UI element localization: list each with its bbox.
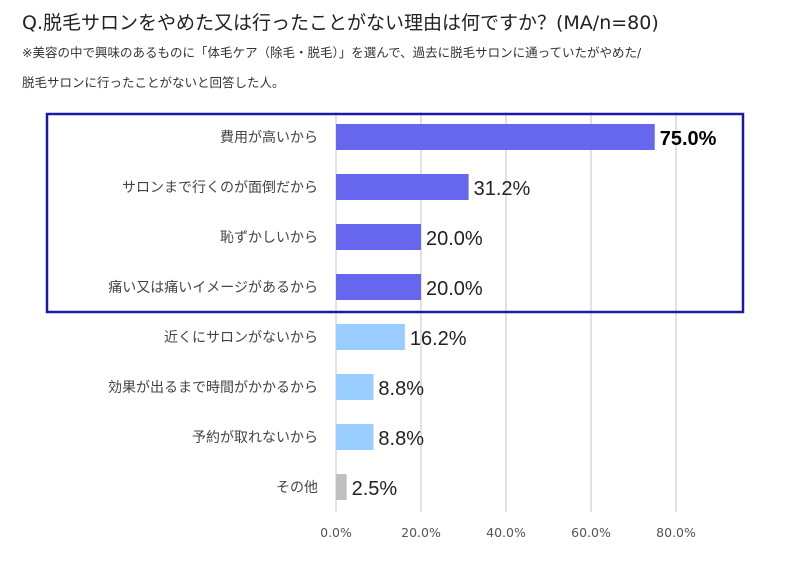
value-label: 2.5% [352,478,398,500]
x-tick-label: 20.0% [401,525,441,540]
x-tick-label: 60.0% [571,525,611,540]
value-label: 75.0% [660,128,717,150]
bar [336,274,421,300]
highlight-box [45,112,745,314]
bar [336,474,347,500]
category-label: 痛い又は痛いイメージがあるから [108,279,318,296]
value-label: 8.8% [378,428,424,450]
x-tick-label: 80.0% [656,525,696,540]
bar [336,424,374,450]
bar [336,324,405,350]
bar [336,174,469,200]
category-label: 費用が高いから [220,129,318,146]
category-label: 恥ずかしいから [220,230,318,246]
value-label: 16.2% [410,328,467,350]
value-label: 20.0% [426,228,483,250]
note-line-1: ※美容の中で興味のあるものに「体毛ケア（除毛・脱毛）」を選んで、過去に脱毛サロン… [22,45,642,60]
bar [336,224,421,250]
x-tick-label: 0.0% [320,525,352,540]
category-label: その他 [276,480,318,496]
note-line-2: 脱毛サロンに行ったことがないと回答した人。 [22,75,285,90]
category-label: 近くにサロンがないから [164,330,318,346]
category-label: サロンまで行くのが面倒だから [122,180,318,196]
x-tick-label: 40.0% [486,525,526,540]
value-label: 8.8% [378,378,424,400]
value-label: 20.0% [426,278,483,300]
bar [336,124,655,150]
bar [336,374,374,400]
chart-title: Q.脱毛サロンをやめた又は行ったことがない理由は何ですか？(MA/n=80) [22,12,659,34]
category-label: 効果が出るまで時間がかかるから [108,380,318,396]
category-label: 予約が取れないから [192,430,318,446]
value-label: 31.2% [474,178,531,200]
